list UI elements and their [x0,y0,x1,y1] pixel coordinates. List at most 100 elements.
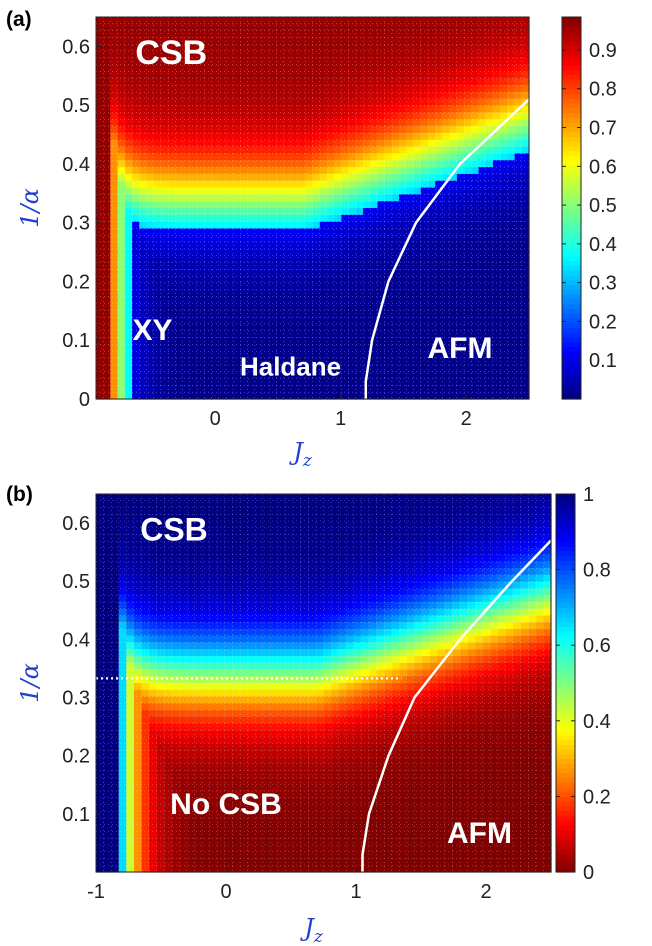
heatmap-cell [175,248,184,257]
heatmap-cell [406,119,415,127]
heatmap-cell [194,507,203,515]
heatmap-cell [298,173,306,182]
heatmap-cell [521,146,530,155]
heatmap-cell [232,662,241,671]
heatmap-cell [126,500,135,509]
heatmap-cell [160,44,169,52]
heatmap-cell [391,105,400,114]
heatmap-cell [149,500,158,509]
heatmap-cell [384,57,393,66]
heatmap-cell [133,595,143,603]
heatmap-cell [341,201,350,209]
heatmap-cell [139,262,148,270]
heatmap-cell [471,378,480,386]
heatmap-cell [471,351,480,359]
heatmap-cell [485,51,494,59]
heatmap-cell [240,730,249,738]
heatmap-cell [232,777,241,785]
heatmap-cell [209,629,218,637]
heatmap-cell [270,757,279,765]
heatmap-cell [164,595,173,603]
heatmap-cell [326,139,335,148]
heatmap-cell [240,764,249,772]
heatmap-cell [449,283,458,291]
heatmap-cell [341,208,350,216]
heatmap-cell [197,330,205,339]
heatmap-cell [164,770,173,779]
heatmap-cell [103,208,112,216]
heatmap-cell [478,255,487,264]
heatmap-cell [182,235,191,243]
heatmap-cell [254,85,263,93]
heatmap-cell [189,37,198,45]
heatmap-cell [96,730,105,738]
heatmap-cell [156,676,165,684]
heatmap-cell [118,777,127,785]
heatmap-cell [110,303,119,311]
heatmap-cell [312,364,321,373]
heatmap-cell [96,629,105,637]
heatmap-cell [111,689,120,698]
heatmap-cell [464,269,472,277]
heatmap-cell [449,310,458,318]
heatmap-cell [391,132,400,141]
heatmap-cell [218,146,227,155]
heatmap-cell [514,344,523,352]
heatmap-cell [133,642,143,650]
heatmap-cell [290,337,299,346]
heatmap-cell [204,276,213,284]
heatmap-cell [179,548,188,556]
heatmap-cell [240,818,249,826]
heatmap-cell [341,235,350,243]
heatmap-cell [442,23,451,32]
heatmap-cell [209,676,218,684]
heatmap-cell [319,23,328,32]
heatmap-cell [290,344,299,352]
heatmap-cell [334,378,342,386]
heatmap-cell [240,750,249,758]
heatmap-cell [211,385,220,393]
heatmap-cell [377,153,386,161]
heatmap-cell [355,303,364,311]
heatmap-cell [269,64,278,73]
heatmap-cell [146,78,155,86]
heatmap-cell [197,378,205,386]
heatmap-cell [492,303,501,311]
heatmap-cell [298,17,306,25]
heatmap-cell [261,187,270,195]
heatmap-cell [240,865,249,873]
heatmap-cell [305,112,314,120]
heatmap-cell [261,146,270,155]
heatmap-cell [384,51,393,59]
heatmap-cell [449,248,458,257]
heatmap-cell [413,57,422,66]
heatmap-cell [153,248,162,257]
heatmap-cell [217,683,226,691]
heatmap-cell [240,201,249,209]
heatmap-cell [111,527,120,536]
colorbar-swatch [562,384,581,391]
heatmap-cell [449,17,458,25]
heatmap-cell [413,187,422,195]
heatmap-cell [449,385,458,393]
heatmap-cell [514,392,523,400]
heatmap-cell [141,824,150,833]
heatmap-cell [218,194,227,202]
heatmap-cell [182,351,191,359]
heatmap-cell [435,57,443,66]
heatmap-cell [204,92,213,100]
heatmap-cell [194,858,203,866]
heatmap-cell [278,710,287,718]
heatmap-cell [132,276,140,284]
heatmap-cell [156,824,165,833]
heatmap-cell [232,703,241,711]
heatmap-cell [187,656,196,664]
heatmap-cell [492,269,501,277]
heatmap-cell [179,602,188,610]
heatmap-cell [485,71,494,79]
heatmap-cell [110,208,119,216]
heatmap-cell [391,57,400,66]
heatmap-cell [456,214,465,223]
heatmap-cell [449,255,458,264]
heatmap-cell [456,289,465,298]
